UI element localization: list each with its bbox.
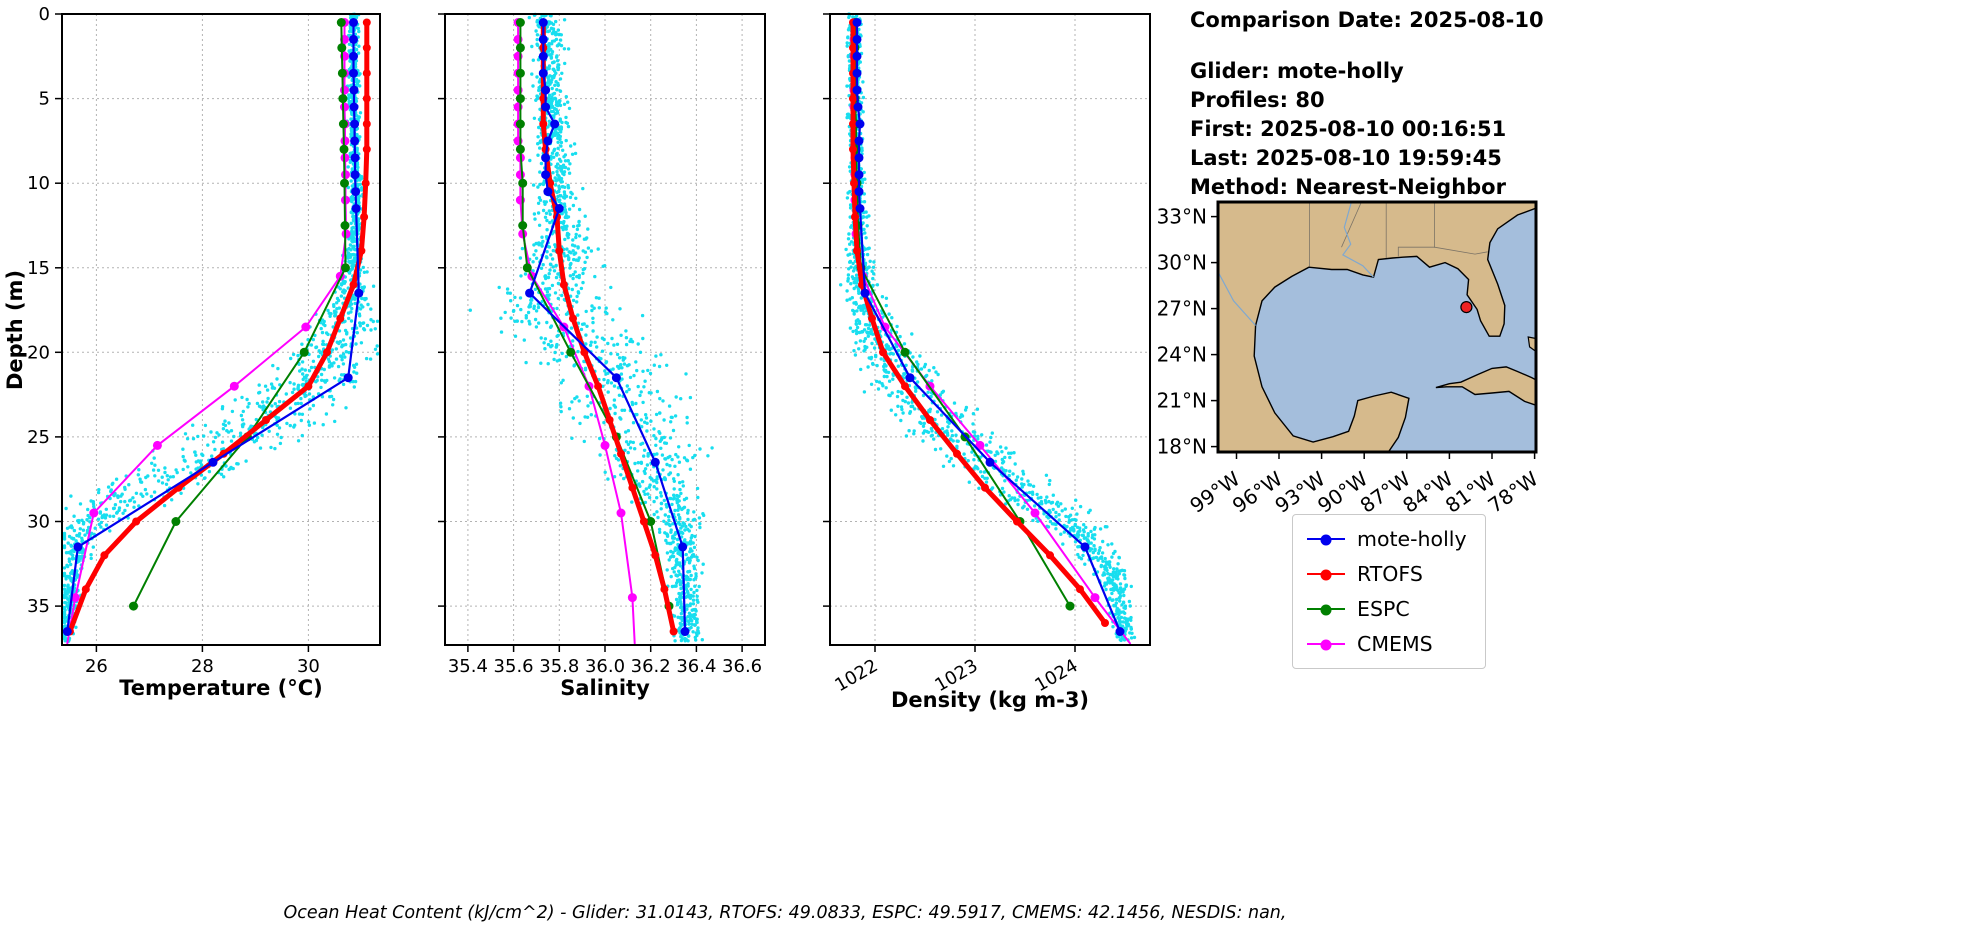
profiles-count-text: Profiles: 80 bbox=[1190, 88, 1325, 112]
map-lat-tick-label: 24°N bbox=[1157, 343, 1207, 367]
temperature-rtofs-line bbox=[65, 18, 371, 636]
temperature-xtick-label: 26 bbox=[85, 656, 108, 677]
depth-tick-label: 20 bbox=[27, 342, 50, 363]
map-lon-tick-label: 78°W bbox=[1483, 466, 1542, 517]
salinity-glider-raw-points bbox=[468, 12, 714, 643]
info-spacer bbox=[1190, 35, 1544, 57]
depth-tick-label: 0 bbox=[39, 4, 50, 25]
comparison-date-text: Comparison Date: 2025-08-10 bbox=[1190, 8, 1544, 32]
map-frame bbox=[1216, 200, 1538, 454]
glider-name-text: Glider: mote-holly bbox=[1190, 59, 1404, 83]
salinity-espc-line bbox=[515, 18, 674, 611]
legend-espc-label: ESPC bbox=[1357, 597, 1410, 621]
depth-tick-label: 10 bbox=[27, 173, 50, 194]
temperature-panel: 26 28 30 0 5 10 15 20 25 30 35 Temperature (°C) bbox=[27, 4, 381, 700]
method-text: Method: Nearest-Neighbor bbox=[1190, 175, 1506, 199]
salinity-panel: 35.4 35.6 35.8 36.0 36.2 36.4 36.6 Salinity bbox=[438, 12, 766, 700]
last-profile-time-text: Last: 2025-08-10 19:59:45 bbox=[1190, 146, 1502, 170]
legend-item-2: ESPC bbox=[1307, 597, 1467, 621]
salinity-xtick-label: 36.2 bbox=[631, 656, 671, 677]
map-state-border bbox=[1434, 246, 1488, 255]
legend-item-3: CMEMS bbox=[1307, 632, 1467, 656]
salinity-axis-label: Salinity bbox=[560, 676, 650, 700]
legend: mote-holly RTOFS ESPC CMEMS bbox=[1292, 514, 1486, 669]
legend-rtofs-marker bbox=[1320, 569, 1332, 581]
legend-glider-line-sample bbox=[1307, 534, 1345, 546]
temperature-axes-frame bbox=[61, 13, 381, 646]
map-body: 33°N30°N27°N24°N21°N18°N99°W96°W93°W90°W… bbox=[1157, 200, 1543, 518]
depth-tick-label: 25 bbox=[27, 427, 50, 448]
map-river bbox=[1342, 202, 1374, 278]
gulf-map: 33°N30°N27°N24°N21°N18°N99°W96°W93°W90°W… bbox=[1157, 200, 1543, 518]
legend-espc-line-sample bbox=[1307, 604, 1345, 616]
map-land-bahamas bbox=[1527, 336, 1536, 353]
legend-item-0: mote-holly bbox=[1307, 527, 1467, 551]
map-lat-tick-label: 27°N bbox=[1157, 297, 1207, 321]
temperature-axis-label: Temperature (°C) bbox=[119, 676, 322, 700]
legend-rtofs-line-sample bbox=[1307, 569, 1345, 581]
map-lat-tick-label: 30°N bbox=[1157, 251, 1207, 275]
map-state-border bbox=[1341, 202, 1362, 248]
salinity-grid bbox=[445, 13, 765, 645]
salinity-xtick-label: 36.4 bbox=[676, 656, 716, 677]
legend-espc-marker bbox=[1320, 604, 1332, 616]
map-land-north-america bbox=[1218, 202, 1536, 452]
density-xtick-label: 1022 bbox=[831, 655, 881, 696]
legend-cmems-marker bbox=[1320, 639, 1332, 651]
salinity-mote-holly-line bbox=[525, 18, 690, 636]
legend-rtofs-label: RTOFS bbox=[1357, 562, 1423, 586]
depth-tick-label: 30 bbox=[27, 512, 50, 533]
comparison-info: Comparison Date: 2025-08-10 Glider: mote… bbox=[1190, 6, 1544, 202]
map-river bbox=[1218, 271, 1257, 326]
legend-glider-label: mote-holly bbox=[1357, 527, 1467, 551]
depth-tick-label: 35 bbox=[27, 596, 50, 617]
depth-axis-label: Depth (m) bbox=[3, 270, 27, 390]
salinity-xtick-label: 36.6 bbox=[722, 656, 762, 677]
temperature-mote-holly-line bbox=[62, 18, 364, 636]
temperature-xtick-label: 28 bbox=[191, 656, 214, 677]
legend-glider-marker bbox=[1320, 534, 1332, 546]
density-rtofs-line bbox=[849, 18, 1109, 627]
map-lat-tick-label: 18°N bbox=[1157, 435, 1207, 459]
first-profile-time-text: First: 2025-08-10 00:16:51 bbox=[1190, 117, 1507, 141]
glider-location-marker bbox=[1460, 300, 1473, 314]
map-lat-tick-label: 33°N bbox=[1157, 205, 1207, 229]
salinity-xtick-label: 35.8 bbox=[539, 656, 579, 677]
legend-item-1: RTOFS bbox=[1307, 562, 1467, 586]
map-land-cuba bbox=[1435, 366, 1536, 406]
density-axes-frame bbox=[829, 13, 1151, 646]
legend-cmems-line-sample bbox=[1307, 639, 1345, 651]
map-state-border bbox=[1397, 202, 1435, 257]
legend-cmems-label: CMEMS bbox=[1357, 632, 1433, 656]
profile-charts: 26 28 30 0 5 10 15 20 25 30 35 Temperature (°C) 35.4… bbox=[3, 4, 1151, 712]
salinity-xtick-label: 36.0 bbox=[585, 656, 625, 677]
depth-tick-label: 15 bbox=[27, 258, 50, 279]
temperature-xtick-label: 30 bbox=[297, 656, 320, 677]
ocean-heat-content-caption: Ocean Heat Content (kJ/cm^2) - Glider: 3… bbox=[283, 903, 1287, 923]
density-mote-holly-line bbox=[852, 18, 1125, 636]
salinity-xtick-label: 35.6 bbox=[494, 656, 534, 677]
depth-tick-label: 5 bbox=[39, 89, 50, 110]
map-lat-tick-label: 21°N bbox=[1157, 389, 1207, 413]
salinity-xtick-label: 35.4 bbox=[448, 656, 488, 677]
density-axis-label: Density (kg m-3) bbox=[891, 688, 1089, 712]
